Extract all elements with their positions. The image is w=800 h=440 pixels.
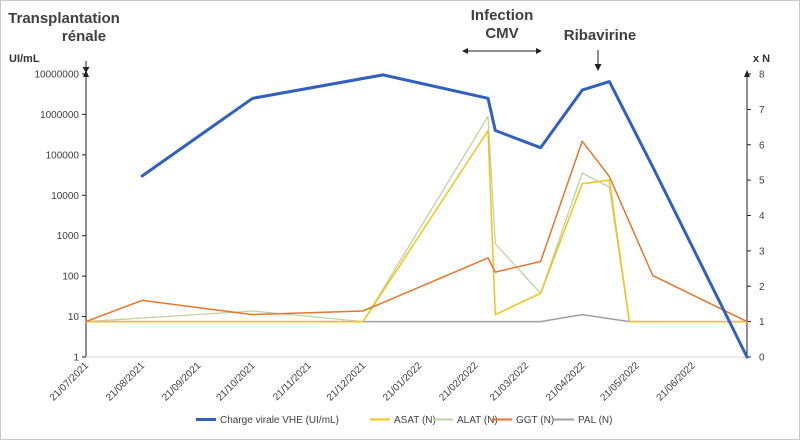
x-tick-label: 21/02/2022 — [437, 360, 480, 403]
y-left-tick-label: 10000000 — [35, 70, 80, 81]
legend: Charge virale VHE (UI/mL) ASAT (N) ALAT (N… — [196, 415, 612, 426]
annotation-ribavirine: Ribavirine — [564, 27, 637, 44]
x-tick-label: 21/10/2021 — [215, 360, 258, 403]
annotation-transplantation-line2: rénale — [62, 28, 106, 45]
series-line — [85, 140, 748, 323]
y-right-tick-label: 7 — [759, 105, 765, 116]
annotation-transplantation-line1: Transplantation — [8, 10, 120, 27]
series-line — [85, 129, 748, 323]
legend-label: ALAT (N) — [457, 415, 498, 426]
legend-label: ASAT (N) — [394, 415, 436, 426]
annotation-cmv-line2: CMV — [485, 25, 518, 42]
x-tick-label: 21/03/2022 — [488, 360, 531, 403]
y-left-tick-label: 100000 — [46, 150, 80, 161]
y-left-unit-label: UI/mL — [9, 53, 40, 65]
legend-label: Charge virale VHE (UI/mL) — [220, 415, 339, 426]
y-left-tick-label: 100 — [62, 272, 79, 283]
x-tick-label: 21/01/2022 — [381, 360, 424, 403]
y-left-tick-label: 10000 — [51, 191, 79, 202]
y-right-tick-label: 8 — [759, 70, 765, 81]
x-tick-label: 21/06/2022 — [655, 360, 698, 403]
y-right-tick-label: 5 — [759, 176, 765, 187]
y-right-tick-label: 3 — [759, 246, 765, 257]
x-tick-label: 21/09/2021 — [160, 360, 203, 403]
legend-label: GGT (N) — [516, 415, 554, 426]
ribavirine-arrow-head — [594, 64, 602, 71]
x-tick-label: 21/05/2022 — [598, 360, 641, 403]
x-tick-label: 21/12/2021 — [325, 360, 368, 403]
annotation-cmv-line1: Infection — [471, 7, 534, 24]
series-line — [140, 73, 749, 359]
y-left-ticks: 1 10 100 1000 10000 100000 1000000 10000000 — [35, 70, 86, 364]
y-right-tick-label: 6 — [759, 140, 765, 151]
x-tick-label: 21/07/2021 — [48, 360, 91, 403]
y-right-tick-label: 1 — [759, 317, 765, 328]
y-left-tick-label: 1 — [73, 353, 79, 364]
y-right-tick-label: 0 — [759, 353, 765, 364]
y-right-tick-label: 4 — [759, 211, 765, 222]
x-tick-label: 21/04/2022 — [544, 360, 587, 403]
y-right-unit-label: x N — [753, 53, 770, 65]
cmv-arrow-right-head — [536, 48, 542, 54]
legend-label: PAL (N) — [578, 415, 612, 426]
y-left-tick-label: 10 — [68, 312, 80, 323]
y-left-tick-label: 1000000 — [40, 110, 79, 121]
y-left-tick-label: 1000 — [57, 231, 80, 242]
x-tick-label: 21/08/2021 — [104, 360, 147, 403]
series-lines — [85, 73, 749, 359]
y-right-tick-label: 2 — [759, 282, 765, 293]
x-ticks: 21/07/2021 21/08/2021 21/09/2021 21/10/2021… — [48, 360, 698, 403]
y-right-ticks: 0 1 2 3 4 5 6 7 8 — [747, 70, 765, 364]
x-tick-label: 21/11/2021 — [271, 360, 314, 403]
cmv-arrow-left-head — [462, 48, 468, 54]
